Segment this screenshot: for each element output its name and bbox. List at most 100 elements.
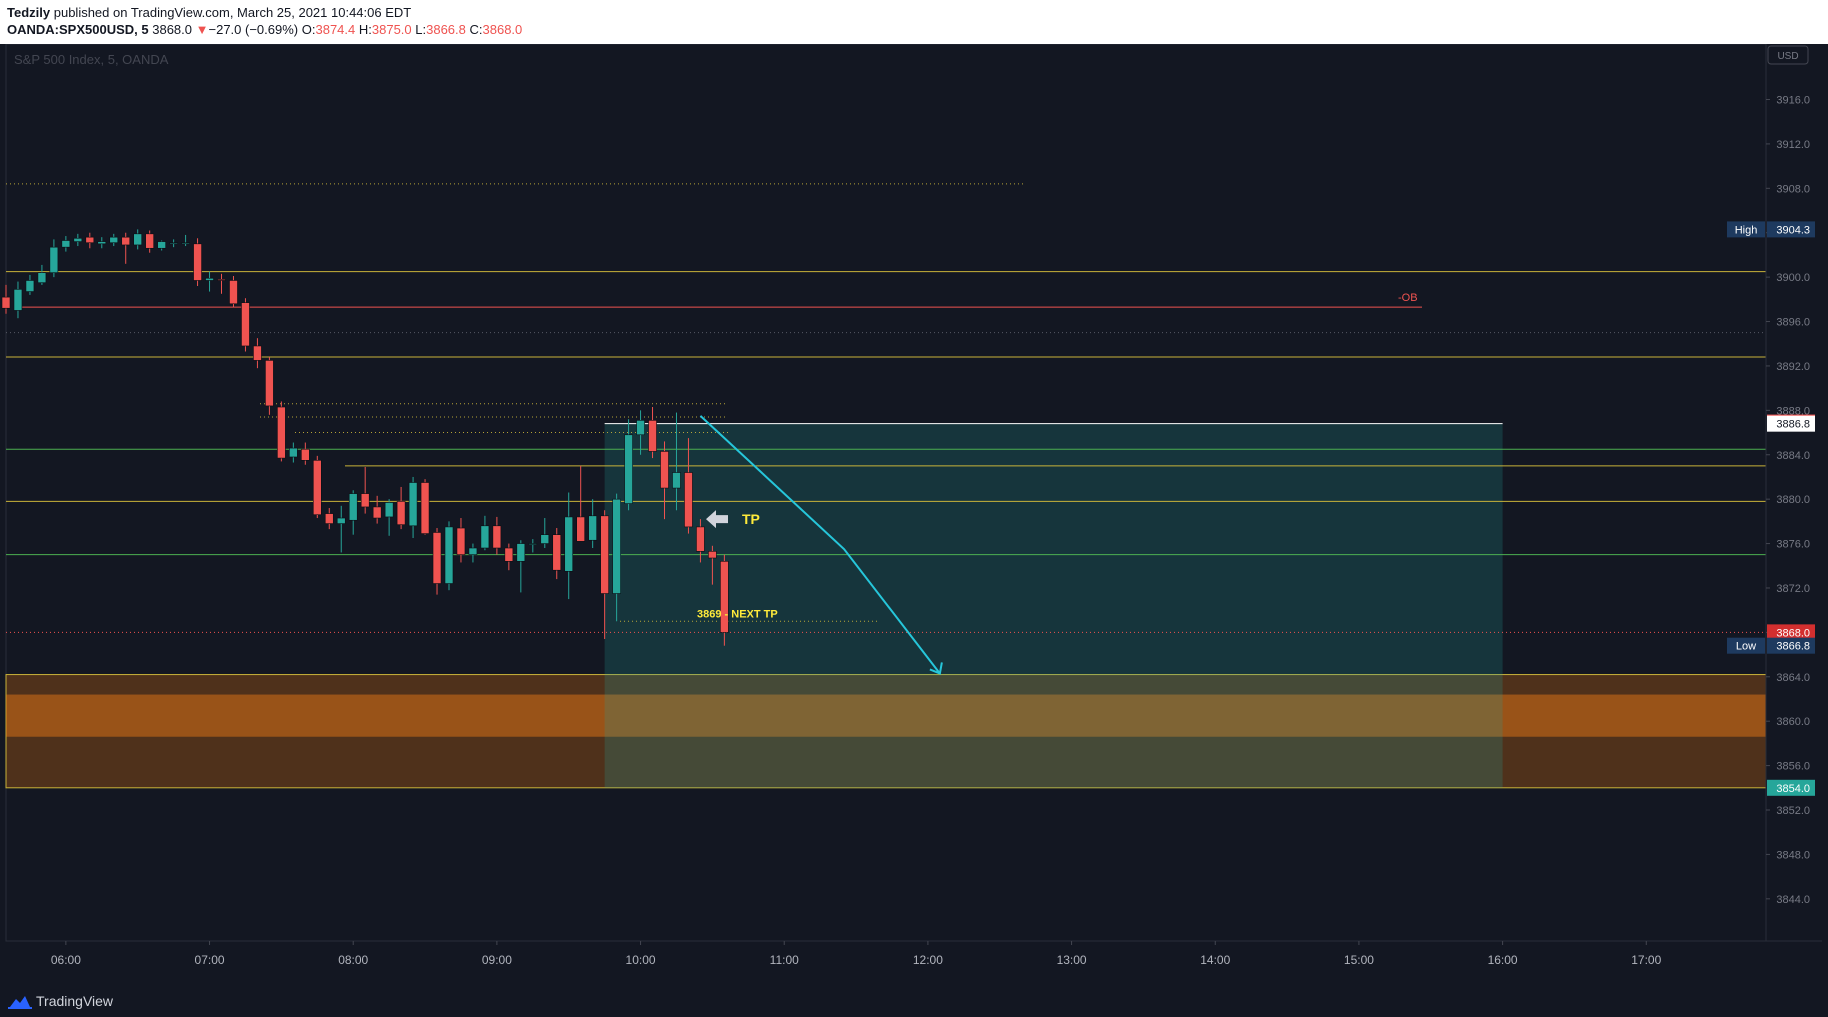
candle-body bbox=[480, 525, 490, 549]
candle-body bbox=[624, 434, 633, 504]
candle-body bbox=[684, 472, 693, 528]
close-value: 3868.0 bbox=[482, 22, 523, 37]
y-axis: USD3916.03912.03908.03904.03900.03896.03… bbox=[1766, 45, 1810, 906]
candle-body bbox=[37, 272, 47, 283]
projection-arrow bbox=[699, 415, 941, 675]
x-tick-label: 11:00 bbox=[770, 953, 799, 967]
candle-body bbox=[157, 241, 166, 249]
price-badge bbox=[1767, 779, 1815, 796]
candle-body bbox=[181, 242, 190, 245]
change-value: −27.0 (−0.69%) bbox=[208, 22, 299, 37]
candle-body bbox=[348, 493, 358, 521]
price-badge-value: 3886.8 bbox=[1776, 419, 1810, 431]
candle-body bbox=[133, 233, 143, 246]
x-tick-label: 08:00 bbox=[338, 953, 368, 967]
price-badge bbox=[1767, 221, 1815, 238]
author-name[interactable]: Tedzily bbox=[7, 5, 51, 20]
candle-body bbox=[444, 526, 454, 584]
levels-layer bbox=[6, 183, 1766, 633]
candle-body bbox=[612, 498, 621, 594]
candle-body bbox=[696, 526, 705, 552]
candle-body bbox=[504, 547, 514, 562]
y-tick-label: 3912.0 bbox=[1776, 139, 1810, 151]
candle-body bbox=[49, 246, 59, 273]
candle-body bbox=[336, 517, 346, 524]
candle-body bbox=[277, 406, 286, 459]
currency-badge bbox=[1767, 45, 1809, 65]
chart-watermark: S&P 500 Index, 5, OANDA bbox=[14, 52, 169, 67]
candle-body bbox=[312, 460, 322, 516]
publish-info: Tedzily published on TradingView.com, Ma… bbox=[7, 5, 411, 20]
candle-body bbox=[109, 236, 119, 244]
price-badge-value: 3854.0 bbox=[1776, 783, 1810, 795]
candle-body bbox=[708, 551, 717, 559]
high-label: H: bbox=[358, 22, 372, 37]
candle-body bbox=[564, 516, 574, 572]
x-tick-label: 12:00 bbox=[913, 953, 943, 967]
publish-text: published on TradingView.com, March 25, … bbox=[53, 5, 412, 20]
candle-body bbox=[97, 241, 107, 245]
price-badge-label: Low bbox=[1736, 641, 1756, 653]
candle-body bbox=[13, 289, 23, 311]
candle-body bbox=[85, 236, 95, 244]
candle-body bbox=[169, 242, 178, 245]
candle-body bbox=[25, 280, 35, 292]
y-tick-label: 3876.0 bbox=[1776, 539, 1810, 551]
open-label: O: bbox=[301, 22, 316, 37]
candle-body bbox=[648, 420, 657, 452]
candle-body bbox=[145, 233, 154, 249]
candle-body bbox=[384, 502, 394, 518]
short-position-target-zone bbox=[604, 423, 1503, 788]
last-price: 3868.0 bbox=[152, 22, 192, 37]
x-tick-label: 17:00 bbox=[1631, 953, 1661, 967]
price-badge-value: 3868.0 bbox=[1776, 627, 1810, 639]
y-tick-label: 3908.0 bbox=[1776, 183, 1810, 195]
x-tick-label: 16:00 bbox=[1488, 953, 1518, 967]
candle-body bbox=[408, 482, 418, 527]
candle-body bbox=[432, 532, 442, 584]
y-tick-label: 3856.0 bbox=[1776, 761, 1810, 773]
candle-body bbox=[588, 515, 597, 541]
x-tick-label: 06:00 bbox=[51, 953, 81, 967]
low-value: 3866.8 bbox=[426, 22, 466, 37]
tradingview-logo[interactable]: TradingView bbox=[8, 993, 113, 1009]
tradingview-cloud-icon bbox=[8, 996, 32, 1009]
chart-header: Tedzily published on TradingView.com, Ma… bbox=[0, 0, 1828, 44]
price-chart[interactable]: S&P 500 Index, 5, OANDA -OB TP 3869 - NEXT… bbox=[0, 44, 1828, 985]
y-tick-label: 3852.0 bbox=[1776, 805, 1810, 817]
candle-body bbox=[720, 561, 729, 633]
y-tick-label: 3888.0 bbox=[1776, 405, 1810, 417]
price-badge-tag bbox=[1727, 221, 1765, 238]
candle-body bbox=[528, 543, 538, 545]
candle-body bbox=[516, 543, 526, 562]
x-tick-label: 13:00 bbox=[1057, 953, 1087, 967]
y-tick-label: 3848.0 bbox=[1776, 849, 1810, 861]
tp-arrow-icon bbox=[706, 510, 728, 529]
candle-body bbox=[636, 420, 645, 436]
low-label: L: bbox=[415, 22, 427, 37]
orange-zone-outer bbox=[5, 674, 1767, 789]
currency-label: USD bbox=[1777, 51, 1798, 62]
candle-body bbox=[360, 493, 370, 508]
symbol-label[interactable]: OANDA:SPX500USD, 5 bbox=[7, 22, 149, 37]
footer: TradingView bbox=[0, 985, 1828, 1017]
candle-body bbox=[241, 302, 250, 347]
y-tick-label: 3880.0 bbox=[1776, 494, 1810, 506]
candle-body bbox=[660, 451, 669, 489]
candle-body bbox=[193, 243, 202, 281]
annotations-layer: -OB TP 3869 - NEXT TP bbox=[697, 292, 1418, 675]
candle-body bbox=[253, 345, 262, 361]
x-tick-label: 09:00 bbox=[482, 953, 512, 967]
candles-layer bbox=[1, 229, 729, 646]
x-tick-label: 07:00 bbox=[195, 953, 225, 967]
projection-arrow-head-icon bbox=[929, 662, 943, 675]
y-tick-label: 3844.0 bbox=[1776, 894, 1810, 906]
candle-body bbox=[468, 547, 478, 555]
candle-body bbox=[1, 296, 11, 309]
high-value: 3875.0 bbox=[371, 22, 412, 37]
candle-body bbox=[456, 527, 466, 555]
candle-body bbox=[61, 240, 71, 248]
candle-body bbox=[73, 237, 83, 242]
price-badge-value: 3904.3 bbox=[1776, 224, 1810, 236]
candle-body bbox=[229, 280, 238, 305]
